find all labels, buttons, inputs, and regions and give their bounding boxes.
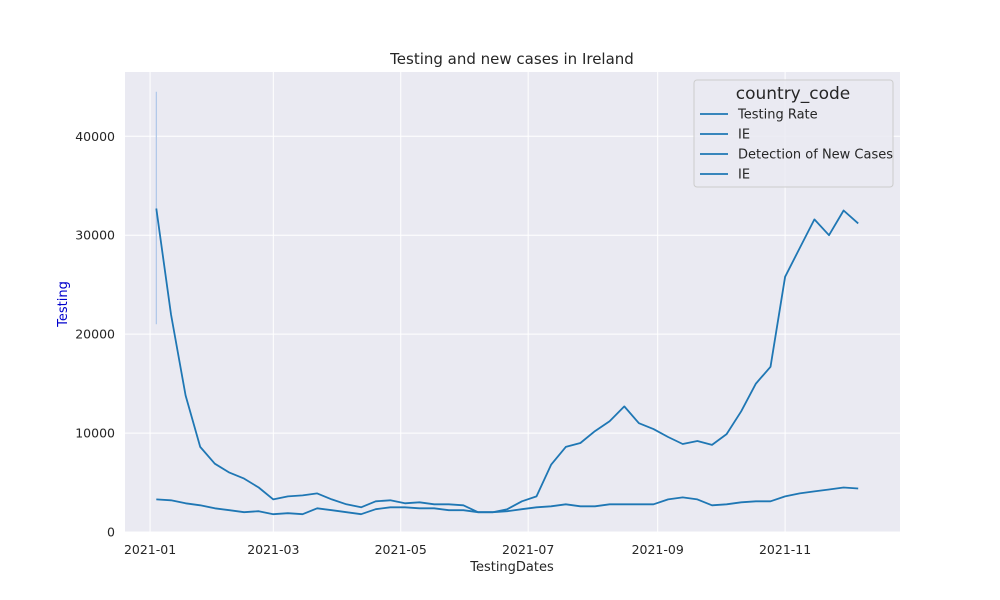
- chart-title: Testing and new cases in Ireland: [389, 50, 634, 68]
- y-tick-label: 20000: [75, 327, 115, 342]
- legend-entry-label: Detection of New Cases: [738, 148, 893, 163]
- legend-entries: Testing Rate IE Detection of New Cases IE: [700, 108, 893, 183]
- legend-entry-label: IE: [738, 128, 750, 143]
- x-tick-label: 2021-11: [759, 542, 811, 557]
- series-line-1: [155, 208, 859, 514]
- y-tick-label: 10000: [75, 426, 115, 441]
- y-tick-labels: 0 10000 20000 30000 40000: [75, 129, 115, 540]
- legend-entry-label: IE: [738, 168, 750, 183]
- x-tick-label: 2021-03: [247, 542, 299, 557]
- y-axis-label: Testing: [56, 281, 71, 328]
- x-tick-label: 2021-09: [632, 542, 684, 557]
- legend-box: [693, 79, 894, 188]
- x-axis-label: TestingDates: [469, 560, 554, 575]
- legend: country_code Testing Rate IE Detection of …: [693, 79, 894, 188]
- y-tick-label: 30000: [75, 228, 115, 243]
- legend-title: country_code: [736, 84, 851, 104]
- x-tick-label: 2021-07: [502, 542, 554, 557]
- y-tick-label: 40000: [75, 129, 115, 144]
- x-tick-label: 2021-01: [124, 542, 176, 557]
- series-layer: [155, 208, 859, 516]
- x-tick-label: 2021-05: [375, 542, 427, 557]
- legend-entry-label: Testing Rate: [737, 108, 818, 123]
- x-tick-labels: 2021-01 2021-03 2021-05 2021-07 2021-09 2021-…: [124, 542, 811, 557]
- series-line-2: [156, 486, 859, 516]
- y-tick-label: 0: [107, 525, 115, 540]
